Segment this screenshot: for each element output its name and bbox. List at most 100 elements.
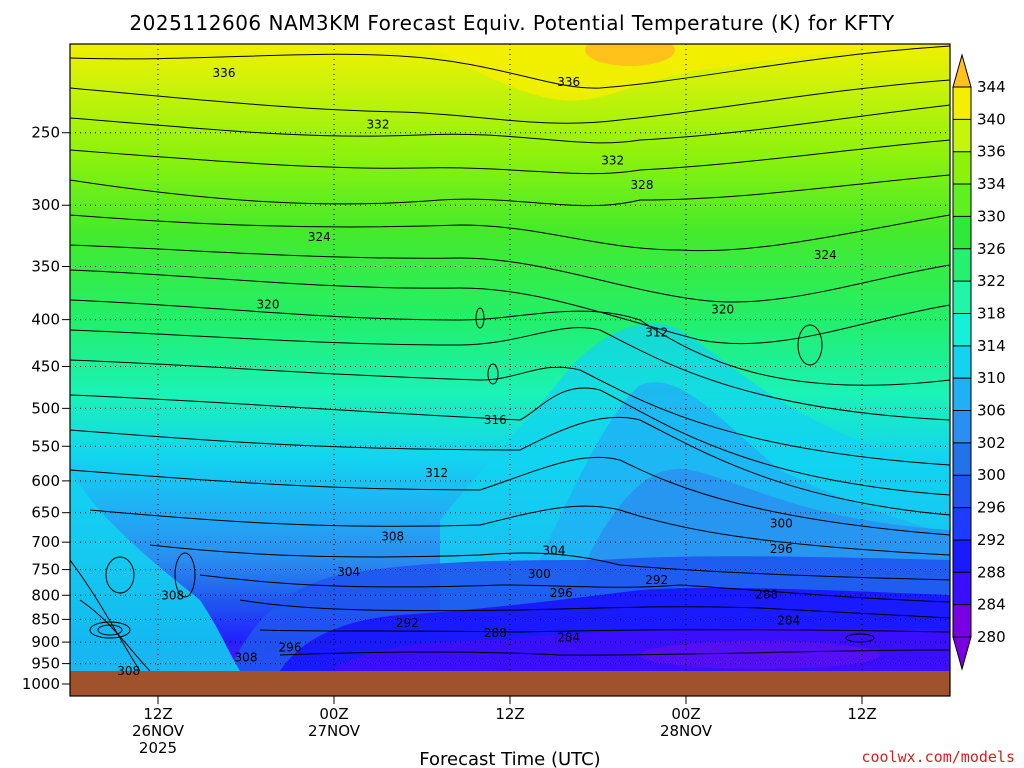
colorbar-label: 318 bbox=[977, 304, 1006, 322]
contour-label: 300 bbox=[528, 567, 551, 581]
x-tick-label: 26NOV bbox=[132, 722, 185, 740]
grid-lines bbox=[70, 44, 950, 671]
x-tick-label: 2025 bbox=[139, 739, 177, 757]
colorbar-label: 336 bbox=[977, 143, 1006, 161]
y-tick-label: 450 bbox=[31, 357, 60, 375]
colorbar-swatch bbox=[953, 281, 971, 314]
contour-label: 308 bbox=[161, 588, 184, 602]
contour-label: 300 bbox=[770, 517, 793, 531]
colorbar: 280 284 288 292 296 300 302 306 310 314 318 322 326 3… bbox=[952, 53, 1006, 671]
y-tick-label: 750 bbox=[31, 561, 60, 579]
warm-core-upper bbox=[585, 44, 675, 66]
y-tick-label: 600 bbox=[31, 472, 60, 490]
colorbar-label: 340 bbox=[977, 110, 1006, 128]
contour-label: 308 bbox=[235, 650, 258, 664]
colorbar-swatch bbox=[953, 87, 971, 120]
contour-label: 324 bbox=[308, 230, 331, 244]
colorbar-label: 322 bbox=[977, 272, 1006, 290]
chart-title: 2025112606 NAM3KM Forecast Equiv. Potent… bbox=[129, 11, 894, 35]
contour-lines bbox=[70, 45, 950, 671]
contour-label: 308 bbox=[117, 664, 140, 678]
y-tick-label: 800 bbox=[31, 586, 60, 604]
contour-label: 292 bbox=[396, 616, 419, 630]
colorbar-swatch bbox=[953, 378, 971, 412]
contour-label: 320 bbox=[711, 303, 734, 317]
contour-labels: 336 336 332 332 328 324 324 320 320 312 316 312 308 3… bbox=[117, 66, 837, 678]
ground-surface bbox=[70, 671, 950, 696]
colorbar-swatch bbox=[953, 151, 971, 185]
y-tick-label: 350 bbox=[31, 258, 60, 276]
x-tick-label: 12Z bbox=[495, 705, 524, 723]
warm-anomaly-upper bbox=[430, 44, 950, 101]
y-tick-label: 850 bbox=[31, 610, 60, 628]
pressure-axis: 250 300 350 400 450 500 550 600 650 700 750 800 850 9… bbox=[22, 124, 70, 693]
colorbar-swatch bbox=[953, 410, 971, 444]
y-tick-label: 950 bbox=[31, 655, 60, 673]
contour-label: 284 bbox=[777, 613, 800, 627]
contour-label: 304 bbox=[543, 544, 566, 558]
contour-label: 316 bbox=[484, 413, 507, 427]
cold-pool-min bbox=[640, 641, 880, 669]
x-tick-label: 28NOV bbox=[660, 722, 713, 740]
y-tick-label: 500 bbox=[31, 399, 60, 417]
colorbar-label: 306 bbox=[977, 402, 1006, 420]
contour-label: 296 bbox=[279, 640, 302, 654]
colorbar-label: 310 bbox=[977, 369, 1006, 387]
colorbar-swatch bbox=[953, 442, 971, 476]
contour-label: 320 bbox=[257, 297, 280, 311]
y-tick-label: 650 bbox=[31, 504, 60, 522]
contour-label: 296 bbox=[550, 586, 573, 600]
contour-label: 324 bbox=[814, 248, 837, 262]
y-tick-label: 900 bbox=[31, 633, 60, 651]
x-tick-label: 00Z bbox=[671, 705, 700, 723]
contour-label: 308 bbox=[381, 529, 404, 543]
x-tick-label: 12Z bbox=[847, 705, 876, 723]
contour-label: 284 bbox=[557, 631, 580, 645]
colorbar-label: 330 bbox=[977, 207, 1006, 225]
y-tick-label: 550 bbox=[31, 437, 60, 455]
contour-label: 328 bbox=[631, 178, 654, 192]
x-tick-label: 27NOV bbox=[308, 722, 361, 740]
colorbar-label: 296 bbox=[977, 499, 1006, 517]
credit-text[interactable]: coolwx.com/models bbox=[861, 748, 1015, 766]
colorbar-swatch bbox=[953, 313, 971, 347]
contour-label: 336 bbox=[557, 75, 580, 89]
y-tick-label: 700 bbox=[31, 533, 60, 551]
colorbar-label: 334 bbox=[977, 175, 1006, 193]
colorbar-swatch bbox=[953, 216, 971, 250]
y-tick-label: 300 bbox=[31, 196, 60, 214]
colorbar-swatch bbox=[953, 539, 971, 573]
colorbar-swatch bbox=[953, 119, 971, 153]
y-tick-label: 250 bbox=[31, 124, 60, 142]
colorbar-swatch bbox=[953, 572, 971, 606]
contour-label: 288 bbox=[755, 587, 778, 601]
contour-label: 292 bbox=[645, 573, 668, 587]
x-tick-label: 00Z bbox=[319, 705, 348, 723]
colorbar-label: 288 bbox=[977, 563, 1006, 581]
colorbar-swatch bbox=[953, 345, 971, 379]
contour-label: 288 bbox=[484, 626, 507, 640]
x-tick-label: 12Z bbox=[143, 705, 172, 723]
y-tick-label: 1000 bbox=[22, 675, 60, 693]
contour-label: 296 bbox=[770, 542, 793, 556]
contour-label: 312 bbox=[645, 325, 668, 339]
contour-label: 332 bbox=[601, 153, 624, 167]
colorbar-label: 280 bbox=[977, 628, 1006, 646]
colorbar-label: 300 bbox=[977, 466, 1006, 484]
warm-pocket-lowleft bbox=[70, 470, 240, 671]
colorbar-label: 326 bbox=[977, 240, 1006, 258]
colorbar-swatch bbox=[953, 184, 971, 217]
colorbar-label: 302 bbox=[977, 434, 1006, 452]
colorbar-swatch bbox=[953, 475, 971, 509]
colorbar-label: 292 bbox=[977, 531, 1006, 549]
contour-label: 336 bbox=[213, 66, 236, 80]
colorbar-swatch bbox=[953, 604, 971, 638]
colorbar-label: 284 bbox=[977, 596, 1006, 614]
colorbar-top-arrow bbox=[952, 53, 972, 88]
colorbar-swatch bbox=[953, 248, 971, 282]
contour-label: 304 bbox=[337, 565, 360, 579]
contour-label: 332 bbox=[367, 118, 390, 132]
x-axis-label: Forecast Time (UTC) bbox=[419, 749, 600, 768]
